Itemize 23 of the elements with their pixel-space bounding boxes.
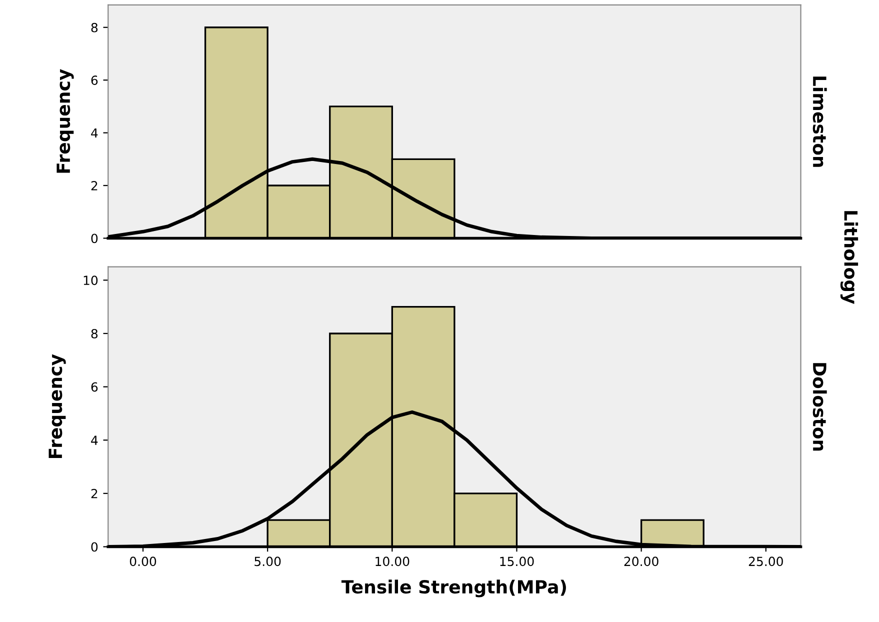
y-tick-label: 8 bbox=[91, 328, 98, 338]
y-axis-title: Frequency bbox=[48, 354, 66, 458]
y-tick-label: 10 bbox=[84, 276, 98, 286]
x-tick-label: 0.00 bbox=[130, 556, 156, 566]
text: Lithology bbox=[840, 211, 858, 304]
y-tick-label: 6 bbox=[91, 76, 98, 86]
x-tick-label: 25.00 bbox=[748, 556, 783, 566]
y-tick-label: 8 bbox=[91, 22, 98, 32]
x-tick-label: 20.00 bbox=[624, 556, 658, 566]
y-tick-label: 0 bbox=[91, 542, 98, 552]
y-tick-label: 0 bbox=[91, 234, 98, 244]
text: Doloston bbox=[812, 363, 827, 451]
text: Limeston bbox=[812, 76, 827, 167]
y-tick-label: 4 bbox=[91, 128, 98, 138]
x-axis-title: Tensile Strength(MPa) bbox=[341, 580, 566, 598]
x-tick-label: 10.00 bbox=[376, 556, 410, 566]
y-tick-label: 6 bbox=[91, 382, 98, 392]
y-tick-label: 4 bbox=[91, 436, 98, 445]
y-tick-label: 2 bbox=[91, 180, 98, 190]
y-tick-label: 2 bbox=[91, 488, 98, 498]
y-axis-title: Frequency bbox=[56, 69, 74, 173]
x-tick-label: 15.00 bbox=[500, 556, 534, 566]
x-tick-label: 5.00 bbox=[254, 556, 281, 566]
